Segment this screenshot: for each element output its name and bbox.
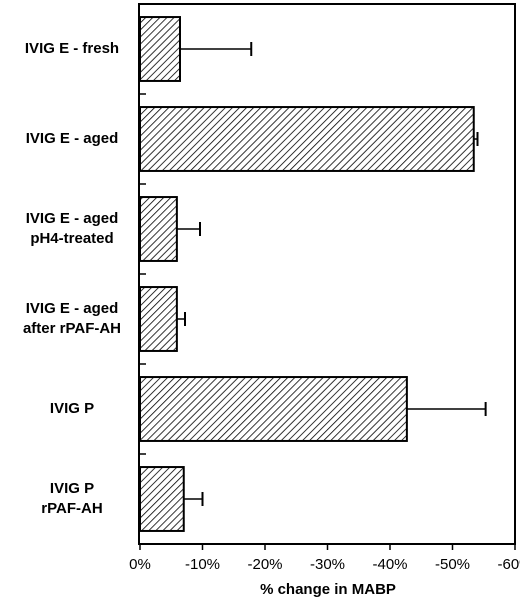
bar <box>139 466 185 532</box>
y-tick-label: IVIG E - aged pH4-treated <box>26 210 119 247</box>
y-tick-label: IVIG E - aged <box>26 130 119 147</box>
x-axis-title: % change in MABP <box>260 581 396 598</box>
x-tick-label: -40% <box>372 556 407 573</box>
bar <box>139 16 181 82</box>
x-tick-label: -20% <box>247 556 282 573</box>
bar <box>139 376 408 442</box>
x-tick-label: -50% <box>435 556 470 573</box>
y-tick-label: IVIG P <box>50 400 94 417</box>
plot-frame <box>138 3 516 545</box>
x-tick-label: -60% <box>497 556 520 573</box>
x-tick-label: -30% <box>310 556 345 573</box>
bar <box>139 196 178 262</box>
y-tick-label: IVIG E - aged after rPAF-AH <box>23 300 121 337</box>
bar <box>139 106 475 172</box>
x-tick-label: 0% <box>129 556 151 573</box>
x-tick-label: -10% <box>185 556 220 573</box>
bar <box>139 286 178 352</box>
y-tick-label: IVIG E - fresh <box>25 40 119 57</box>
